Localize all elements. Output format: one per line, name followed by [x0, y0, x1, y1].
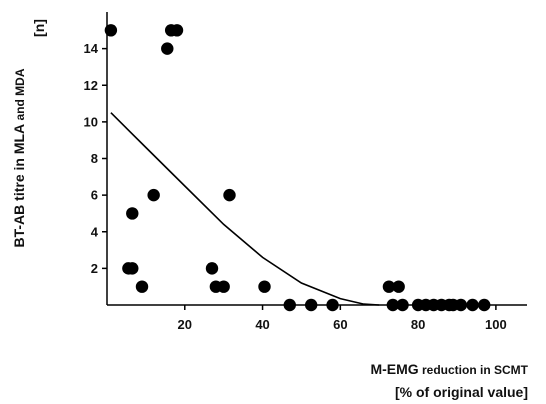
axes [106, 12, 527, 306]
x-tick-label: 20 [178, 317, 192, 332]
y-axis-title-small: and MDA [13, 68, 27, 124]
y-tick-label: 14 [84, 41, 99, 56]
x-axis-title-main: M-EMG [370, 361, 418, 377]
y-tick-label: 4 [91, 224, 99, 239]
data-point [478, 298, 491, 312]
data-points-group [104, 24, 491, 312]
data-point [135, 280, 149, 293]
y-tick-label: 2 [91, 261, 98, 276]
data-point [161, 42, 174, 55]
data-point [392, 280, 405, 293]
data-point [454, 298, 468, 312]
data-point [170, 24, 184, 37]
y-tick-label: 6 [91, 188, 98, 203]
data-point [104, 24, 118, 37]
y-axis-title-line2: [n] [31, 19, 47, 37]
data-point [283, 298, 296, 312]
data-point [386, 298, 400, 312]
y-tick-label: 12 [84, 78, 98, 93]
x-tick-label: 40 [255, 317, 269, 332]
data-point [326, 298, 339, 312]
data-point [126, 262, 139, 275]
x-tick-label: 60 [333, 317, 347, 332]
y-axis-title-line1: BT-AB titre in MLA and MDA [11, 68, 27, 247]
data-point [382, 280, 396, 293]
x-axis-title-line1: M-EMG reduction in SCMT [370, 361, 528, 377]
x-tick-label: 100 [485, 317, 507, 332]
data-point [147, 188, 160, 202]
x-axis-title-line2: [% of original value] [395, 384, 528, 400]
data-point [223, 188, 236, 202]
data-point [258, 280, 271, 293]
fit-curve [110, 112, 380, 306]
data-point [396, 298, 409, 312]
tick-group: 2 4 6 8 10 12 14 20 40 60 80 100 [84, 41, 507, 332]
fit-curve-group [110, 112, 380, 306]
data-point [466, 298, 479, 312]
y-tick-label: 8 [91, 151, 98, 166]
y-axis-title-main: BT-AB titre in MLA [11, 124, 27, 248]
y-tick-label: 10 [84, 114, 98, 129]
x-tick-label: 80 [411, 317, 425, 332]
data-point [217, 280, 230, 293]
data-point [304, 298, 318, 312]
x-axis-title-small: reduction in SCMT [419, 363, 529, 377]
data-point [205, 262, 219, 275]
data-point [126, 207, 139, 220]
